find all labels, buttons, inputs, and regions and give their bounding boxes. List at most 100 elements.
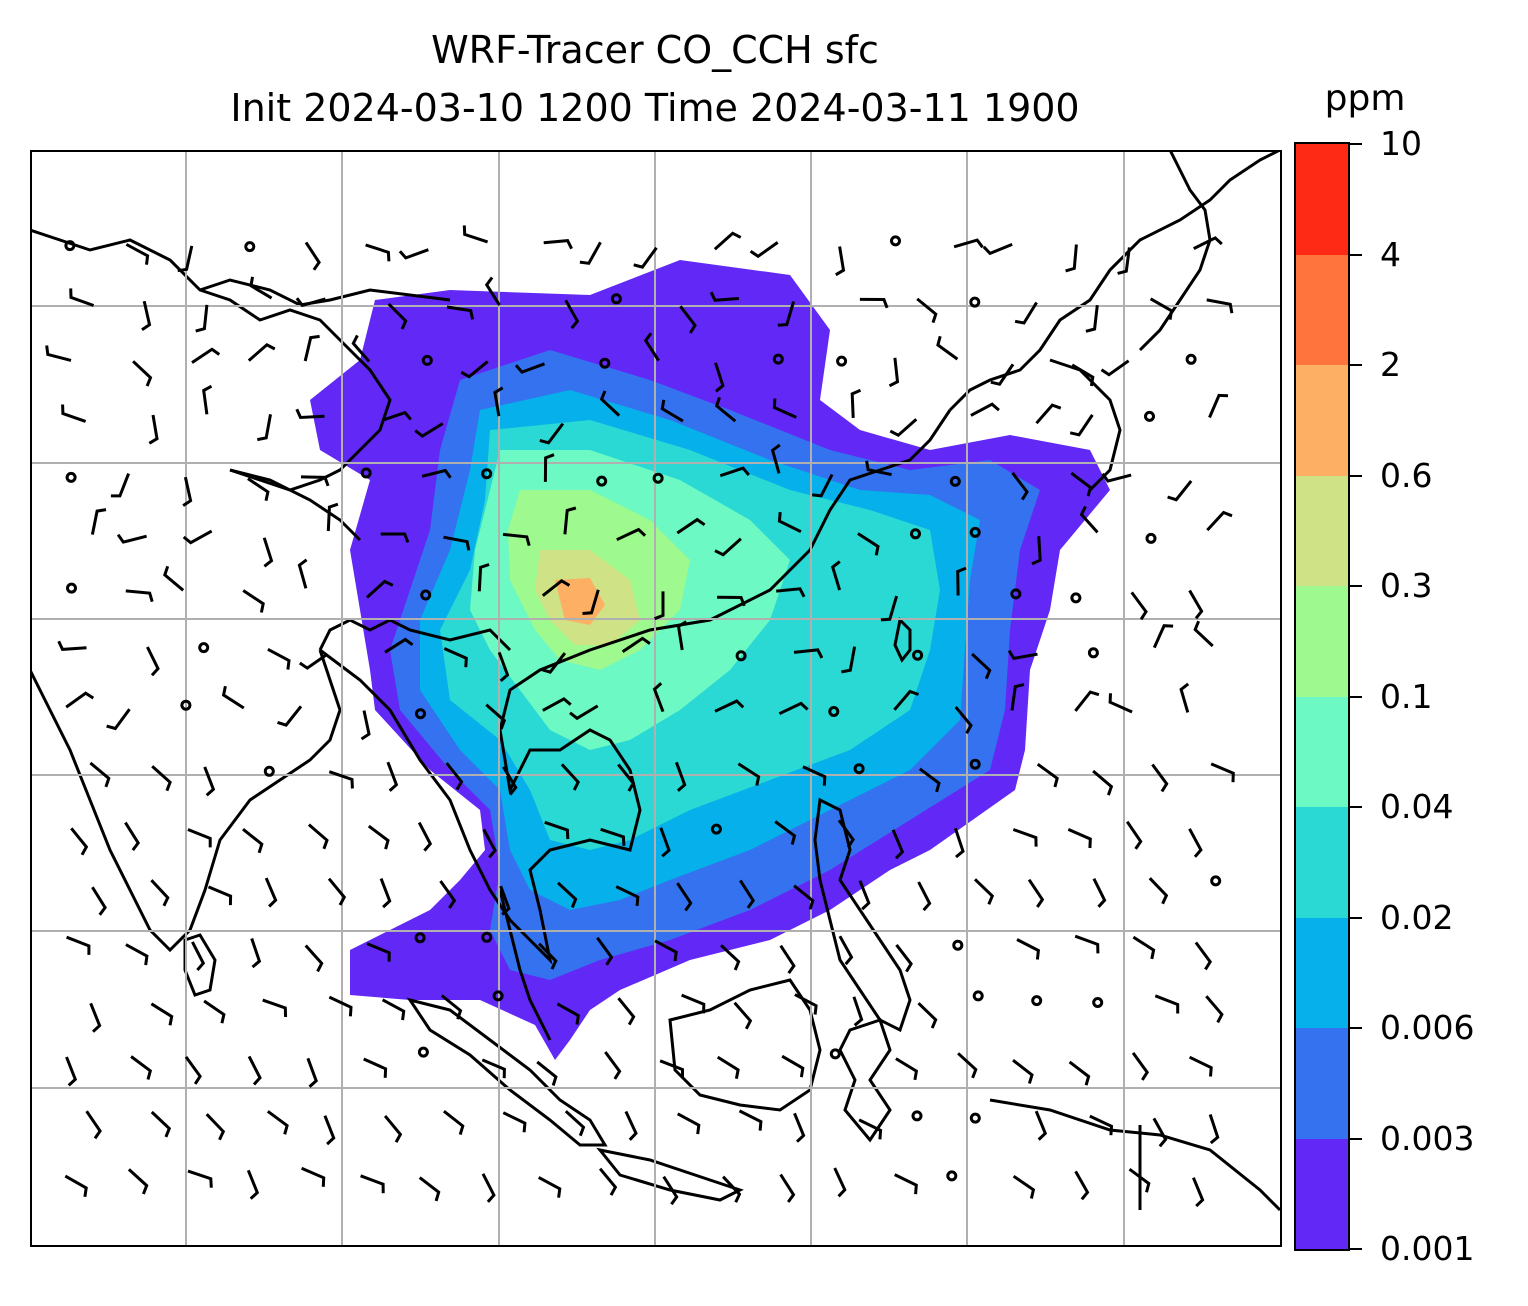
wind-barb xyxy=(367,824,390,850)
wind-barb xyxy=(858,880,871,911)
wind-barb xyxy=(130,1055,153,1080)
calm-wind-circle xyxy=(1031,995,1043,1007)
wind-barb xyxy=(1188,828,1203,858)
wind-barb xyxy=(1151,763,1169,793)
calm-wind-circle xyxy=(946,1170,958,1182)
wind-barb xyxy=(777,301,796,327)
wind-barb xyxy=(1149,297,1174,320)
wind-barb xyxy=(502,532,531,546)
wind-barb xyxy=(1167,479,1193,502)
wind-barb xyxy=(363,1057,388,1078)
calm-wind-circle xyxy=(263,765,275,777)
wind-barb xyxy=(1092,769,1114,796)
wind-barb xyxy=(1193,620,1214,648)
wind-barb xyxy=(714,537,742,557)
wind-barb xyxy=(366,942,391,962)
wind-barb xyxy=(187,828,212,848)
wind-barb xyxy=(954,705,973,735)
calm-wind-circle xyxy=(910,528,921,540)
calm-wind-circle xyxy=(610,293,622,305)
wind-barb xyxy=(127,1168,149,1195)
wind-barb xyxy=(953,238,984,249)
wind-barb xyxy=(64,1174,88,1198)
wind-barb xyxy=(1068,1060,1091,1086)
wind-barb xyxy=(1085,305,1099,333)
wind-barb xyxy=(257,414,272,442)
wind-barb xyxy=(1100,359,1130,377)
wind-barb xyxy=(247,342,276,362)
wind-barb xyxy=(300,475,330,487)
wind-barb xyxy=(124,821,141,851)
wind-barb xyxy=(957,1052,978,1079)
wind-barb xyxy=(497,651,510,683)
wind-barb xyxy=(569,704,599,721)
wind-barb xyxy=(91,886,107,916)
wind-barb xyxy=(421,468,452,479)
wind-barb xyxy=(514,362,546,374)
wind-barb xyxy=(917,881,932,912)
wind-barb xyxy=(298,653,328,670)
wind-barb xyxy=(633,246,658,269)
wind-barb xyxy=(110,473,130,498)
colorbar-tick xyxy=(1350,143,1362,145)
wind-barb xyxy=(360,1174,385,1194)
wind-barb xyxy=(779,1173,796,1203)
wind-barb xyxy=(264,877,278,908)
wind-barb xyxy=(297,558,308,589)
wind-barb xyxy=(65,1056,78,1087)
wind-barb xyxy=(249,276,273,300)
calm-wind-circle xyxy=(911,1110,923,1122)
wind-barb xyxy=(739,879,756,909)
wind-barb xyxy=(857,532,880,556)
wind-barb xyxy=(794,993,818,1015)
wind-barb xyxy=(889,418,918,438)
wind-barb xyxy=(679,305,697,334)
wind-barb xyxy=(242,828,264,854)
colorbar-tick xyxy=(1350,1027,1362,1029)
wind-barb xyxy=(301,1166,326,1187)
calm-wind-circle xyxy=(912,649,924,661)
wind-barb xyxy=(600,827,626,846)
wind-barb xyxy=(90,508,107,535)
wind-barb xyxy=(323,1115,336,1146)
wind-barb xyxy=(141,300,152,331)
wind-barb xyxy=(246,1169,260,1200)
wind-barb xyxy=(1131,1052,1150,1081)
wind-barb xyxy=(1070,471,1093,497)
wind-barb xyxy=(351,334,371,363)
wind-barb xyxy=(414,422,444,438)
wind-barb xyxy=(778,701,809,716)
wind-barb xyxy=(676,517,706,535)
calm-wind-circle xyxy=(1144,410,1155,422)
wind-barb xyxy=(295,297,326,308)
wind-barb xyxy=(604,1051,622,1080)
wind-barb xyxy=(830,560,842,591)
wind-barb xyxy=(307,823,329,850)
calm-wind-circle xyxy=(952,939,964,951)
wind-barb xyxy=(714,396,737,423)
calm-wind-circle xyxy=(1185,353,1197,365)
wind-barb xyxy=(543,239,573,250)
wind-barb xyxy=(1132,935,1156,960)
colorbar-tick-label: 0.04 xyxy=(1380,787,1454,826)
colorbar-tick xyxy=(1350,1248,1362,1250)
wind-barb xyxy=(1205,995,1224,1024)
wind-barb xyxy=(973,878,995,905)
wind-barb xyxy=(1154,994,1180,1014)
wind-barb xyxy=(652,682,665,713)
wind-barb xyxy=(1034,1110,1048,1141)
wind-barb xyxy=(676,882,693,912)
wind-barb xyxy=(440,994,463,1020)
wind-barb xyxy=(833,1167,847,1198)
wind-barb xyxy=(1079,505,1099,534)
coastline-philippines xyxy=(813,797,912,1033)
wind-barb xyxy=(1012,1059,1034,1084)
wind-barb xyxy=(439,880,457,909)
wind-barb xyxy=(537,1176,562,1198)
wind-barb xyxy=(1194,941,1213,971)
wind-barb xyxy=(205,1113,226,1141)
wind-barb xyxy=(1007,649,1038,661)
wind-barb xyxy=(888,357,900,388)
wind-barb xyxy=(681,993,706,1014)
wind-barb xyxy=(713,231,742,251)
